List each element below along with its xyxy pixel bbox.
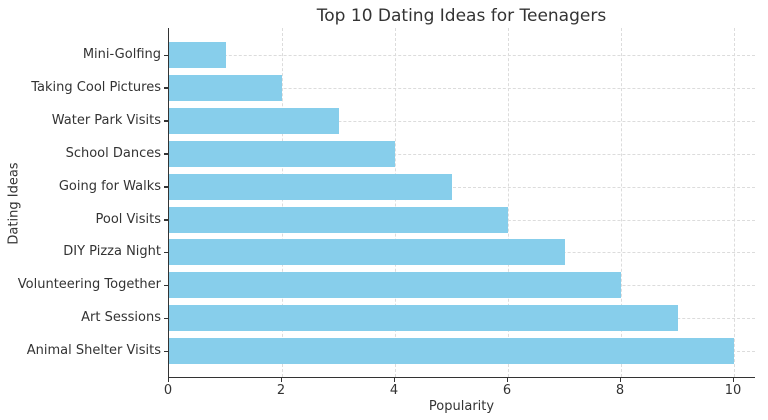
category-label: Animal Shelter Visits: [26, 343, 161, 359]
y-gridline: [169, 120, 755, 122]
y-tick-mark: [164, 284, 168, 287]
x-tick-mark: [732, 378, 734, 382]
y-tick-mark: [164, 87, 168, 89]
category-label: School Dances: [65, 145, 161, 161]
x-tick-mark: [506, 378, 508, 382]
category-label: Water Park Visits: [51, 112, 161, 128]
bar: [169, 206, 508, 233]
y-gridline: [169, 87, 755, 89]
x-tick-mark: [280, 378, 282, 382]
x-gridline: [734, 28, 735, 377]
bar: [169, 74, 282, 101]
y-tick-mark: [164, 186, 168, 188]
x-tick-mark: [167, 378, 169, 382]
category-label: DIY Pizza Night: [63, 244, 161, 260]
y-tick-mark: [164, 120, 168, 122]
x-tick-mark: [393, 378, 395, 382]
category-label: Taking Cool Pictures: [31, 79, 161, 95]
category-label: Art Sessions: [81, 310, 161, 326]
category-label: Going for Walks: [58, 178, 161, 194]
y-tick-mark: [164, 219, 168, 221]
plot-area: [168, 28, 755, 378]
y-gridline: [169, 55, 755, 56]
x-gridline: [621, 28, 622, 377]
y-tick-mark: [164, 54, 168, 56]
category-label: Pool Visits: [95, 211, 161, 227]
x-gridline: [282, 28, 283, 377]
x-gridline: [508, 28, 509, 377]
bar: [169, 42, 226, 68]
y-tick-mark: [164, 251, 168, 254]
y-tick-mark: [164, 153, 168, 155]
bar: [169, 239, 565, 266]
x-tick-label: 8: [615, 383, 625, 398]
chart-title: Top 10 Dating Ideas for Teenagers: [316, 6, 607, 26]
bar: [169, 338, 734, 365]
x-tick-label: 2: [276, 383, 286, 398]
y-tick-mark: [164, 317, 168, 320]
bar: [169, 173, 452, 200]
x-tick-label: 10: [724, 383, 742, 398]
category-label: Mini-Golfing: [82, 47, 161, 62]
x-axis-label: Popularity: [428, 399, 495, 414]
bar: [169, 272, 621, 299]
bar: [169, 107, 339, 134]
y-gridline: [169, 153, 755, 155]
x-tick-label: 6: [502, 383, 512, 398]
x-tick-label: 0: [163, 383, 173, 398]
x-tick-mark: [619, 378, 621, 382]
y-gridline: [169, 186, 755, 188]
y-axis-label: Dating Ideas: [6, 162, 22, 245]
x-gridline: [395, 28, 396, 377]
category-label: Volunteering Together: [17, 277, 161, 293]
x-tick-label: 4: [389, 383, 399, 398]
y-tick-mark: [164, 350, 168, 353]
bar: [169, 305, 678, 332]
bar: [169, 140, 395, 167]
